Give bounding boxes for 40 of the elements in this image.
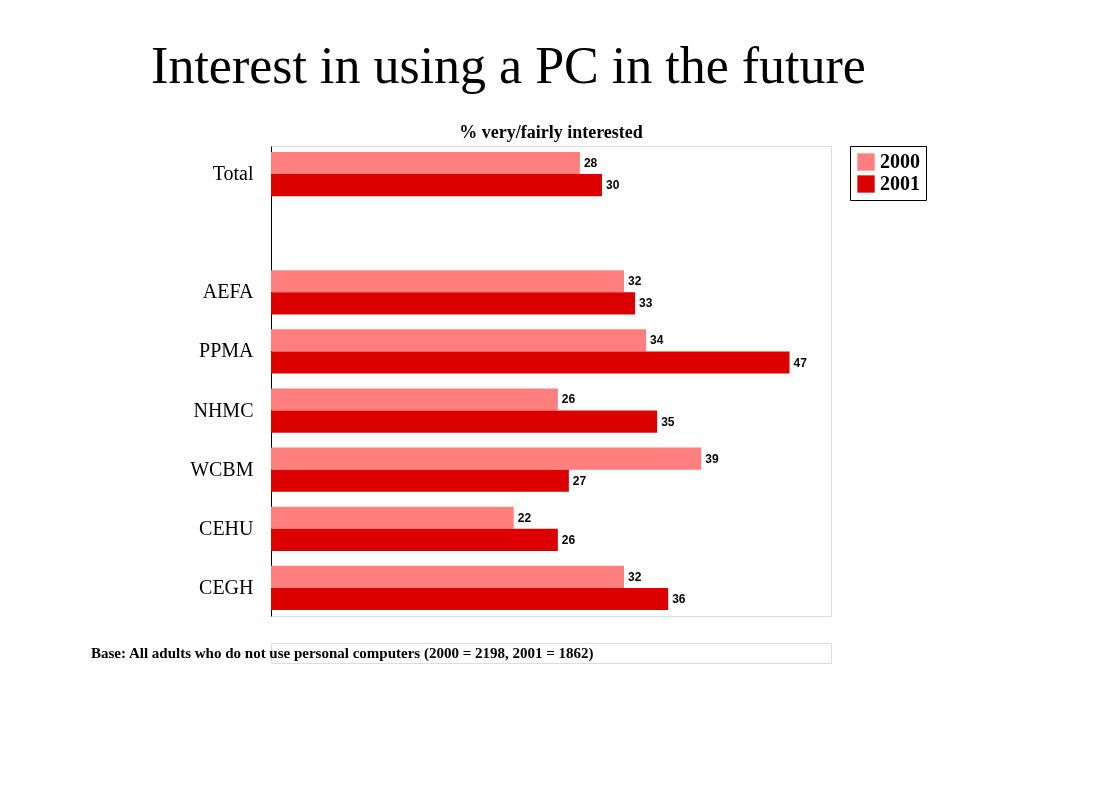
bar <box>271 292 636 315</box>
data-label: 26 <box>561 532 576 547</box>
data-label: 26 <box>561 392 576 407</box>
bar <box>271 565 625 588</box>
data-label: 28 <box>583 156 598 170</box>
y-tick-label: NHMC <box>193 398 254 421</box>
data-label: 36 <box>672 592 686 606</box>
bar <box>271 351 790 374</box>
y-tick-label: AEFA <box>202 280 255 303</box>
bar <box>271 270 625 293</box>
chart-subtitle: % very/fairly interested <box>459 122 643 142</box>
data-label: 39 <box>705 451 719 466</box>
bar <box>271 151 580 175</box>
legend-label: 2000 <box>880 150 920 172</box>
data-label: 30 <box>605 178 620 193</box>
bar <box>271 388 558 411</box>
legend-label: 2001 <box>880 172 920 194</box>
y-tick-label: WCBM <box>190 457 254 480</box>
data-label: 32 <box>628 274 642 289</box>
data-label: 27 <box>572 473 587 488</box>
bar <box>271 469 569 492</box>
text: Base: All adults who do not use personal computers (2000 = 2198, 2001 = 1862) <box>91 645 594 662</box>
bar <box>271 528 558 551</box>
chart-title: Interest in using a PC in the future <box>151 36 866 94</box>
bar <box>271 447 702 470</box>
y-tick-label: PPMA <box>199 339 255 362</box>
bar <box>271 174 602 197</box>
data-label: 47 <box>793 355 808 370</box>
y-tick-label: CEGH <box>199 575 254 598</box>
y-tick-label: CEHU <box>199 516 255 539</box>
y-tick-label: Total <box>212 162 254 185</box>
data-label: 34 <box>650 333 664 348</box>
bar <box>271 587 669 611</box>
data-label: 22 <box>517 510 532 525</box>
data-label: 35 <box>661 414 675 429</box>
bar <box>271 506 514 529</box>
bar <box>271 410 658 433</box>
data-label: 33 <box>639 296 653 311</box>
bar <box>271 329 647 352</box>
data-label: 32 <box>628 569 642 584</box>
